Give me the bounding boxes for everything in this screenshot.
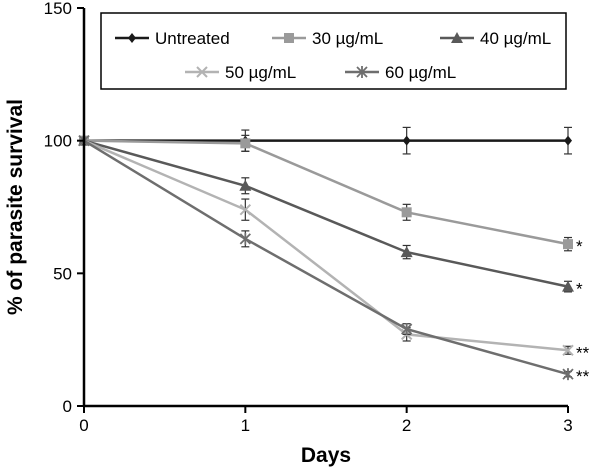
data-point: [239, 179, 252, 191]
axes: 0 50 100 150 0 1 2 3: [44, 0, 573, 435]
data-point: [401, 207, 412, 218]
data-point: [400, 246, 413, 258]
data-point: [401, 323, 413, 336]
y-tick-label: 0: [63, 397, 72, 416]
series-line: [83, 139, 569, 352]
plot-area: ******: [78, 126, 590, 386]
data-point: [239, 232, 251, 245]
legend-entry-0: Untreated: [115, 29, 230, 48]
y-tick-label: 50: [53, 264, 72, 283]
y-tick-label: 150: [44, 0, 72, 18]
data-point: [562, 368, 574, 381]
data-point: [240, 138, 251, 149]
significance-label: **: [576, 343, 590, 362]
data-point: [563, 239, 573, 250]
x-tick-label: 0: [79, 416, 88, 435]
legend-label: 60 µg/mL: [385, 63, 456, 82]
series-1: *: [79, 134, 583, 256]
x-tick-label: 1: [241, 416, 250, 435]
series-4: **: [78, 134, 590, 386]
y-axis-title: % of parasite survival: [4, 99, 27, 315]
legend-marker: [451, 32, 463, 43]
legend-label: Untreated: [155, 29, 230, 48]
significance-label: *: [576, 237, 583, 256]
significance-label: **: [576, 367, 590, 386]
series-2: *: [78, 134, 583, 299]
legend: Untreated 30 µg/mL 40 µg/mL 50 µg/mL 60 µg/m…: [100, 12, 567, 90]
legend-entry-4: 60 µg/mL: [345, 63, 456, 82]
legend-entry-2: 40 µg/mL: [440, 29, 551, 48]
data-point: [402, 135, 411, 146]
series-line: [83, 139, 569, 288]
series-line: [83, 139, 569, 376]
series-3: **: [78, 134, 590, 362]
legend-entry-3: 50 µg/mL: [185, 63, 296, 82]
legend-label: 40 µg/mL: [480, 29, 551, 48]
x-tick-label: 2: [402, 416, 411, 435]
legend-marker: [196, 66, 208, 78]
significance-label: *: [576, 280, 583, 299]
data-point: [562, 280, 574, 292]
legend-label: 50 µg/mL: [225, 63, 296, 82]
legend-marker: [128, 33, 136, 43]
x-axis-title: Days: [301, 444, 351, 467]
series-line: [83, 139, 569, 246]
data-point: [562, 344, 574, 356]
legend-label: 30 µg/mL: [312, 29, 383, 48]
legend-entry-1: 30 µg/mL: [272, 29, 383, 48]
y-tick-label: 100: [44, 132, 72, 151]
legend-marker: [356, 66, 368, 78]
data-point: [239, 203, 252, 216]
data-point: [564, 135, 572, 146]
legend-box: [100, 12, 567, 90]
x-tick-label: 3: [563, 416, 572, 435]
legend-marker: [284, 33, 294, 43]
